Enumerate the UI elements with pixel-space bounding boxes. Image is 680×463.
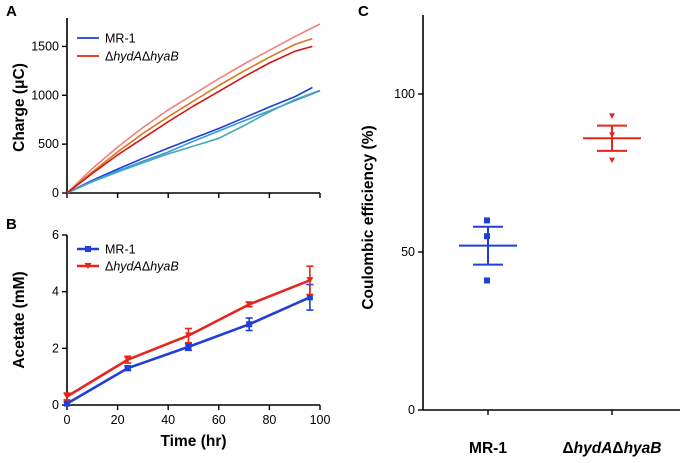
data-point bbox=[63, 393, 71, 400]
legend-label: MR-1 bbox=[105, 32, 136, 46]
y-tick-label: 0 bbox=[52, 398, 59, 412]
data-point bbox=[64, 400, 70, 407]
panel-c: C 0 50 100 Coulombic efficiency (%) MR-1 ΔhydA… bbox=[358, 3, 680, 457]
y-tick-label: 2 bbox=[52, 341, 59, 355]
x-tick-label: 0 bbox=[64, 413, 71, 427]
panel-letter-c: C bbox=[358, 3, 369, 20]
x-tick-label: 100 bbox=[310, 413, 331, 427]
x-axis-title: Time (hr) bbox=[160, 433, 226, 450]
series-line bbox=[66, 86, 313, 194]
data-point bbox=[245, 301, 253, 308]
data-point bbox=[484, 277, 490, 284]
data-point bbox=[246, 321, 253, 328]
series-line bbox=[66, 89, 321, 194]
y-axis-title: Charge (μC) bbox=[11, 63, 28, 152]
x-tick-label: 60 bbox=[212, 413, 226, 427]
y-tick-label: 0 bbox=[408, 403, 415, 417]
y-axis-title: Acetate (mM) bbox=[11, 271, 28, 368]
x-tick-label: 40 bbox=[161, 413, 175, 427]
y-tick-label: 4 bbox=[52, 285, 59, 299]
data-point bbox=[185, 343, 192, 350]
panel-letter-a: A bbox=[6, 3, 17, 20]
series-line bbox=[66, 23, 321, 194]
data-point bbox=[124, 356, 132, 363]
legend-marker bbox=[84, 262, 92, 270]
series-line bbox=[66, 45, 313, 194]
y-tick-label: 100 bbox=[394, 87, 415, 101]
y-tick-label: 50 bbox=[401, 245, 415, 259]
data-point bbox=[306, 277, 314, 284]
y-tick-label: 6 bbox=[52, 228, 59, 242]
data-point bbox=[306, 294, 313, 301]
data-point bbox=[184, 332, 192, 339]
y-tick-label: 1000 bbox=[31, 88, 59, 102]
data-point bbox=[609, 113, 615, 119]
y-tick-label: 1500 bbox=[31, 39, 59, 53]
x-tick-label: 20 bbox=[111, 413, 125, 427]
legend-label: ΔhydAΔhyaB bbox=[105, 260, 179, 274]
category-label: ΔhydAΔhyaB bbox=[563, 440, 662, 457]
y-tick-label: 500 bbox=[38, 137, 59, 151]
panel-letter-b: B bbox=[6, 216, 17, 233]
data-point bbox=[484, 217, 490, 224]
series-line bbox=[66, 37, 313, 194]
legend-label: MR-1 bbox=[105, 243, 136, 257]
data-point bbox=[609, 157, 615, 164]
legend-marker bbox=[85, 246, 91, 252]
x-tick-label: 80 bbox=[262, 413, 276, 427]
data-point bbox=[484, 233, 490, 240]
category-label: MR-1 bbox=[469, 440, 507, 457]
data-point bbox=[124, 365, 131, 372]
y-axis-title: Coulombic efficiency (%) bbox=[360, 125, 377, 309]
legend-label: ΔhydAΔhyaB bbox=[105, 50, 179, 64]
y-tick-label: 0 bbox=[52, 186, 59, 200]
data-point bbox=[609, 132, 615, 138]
